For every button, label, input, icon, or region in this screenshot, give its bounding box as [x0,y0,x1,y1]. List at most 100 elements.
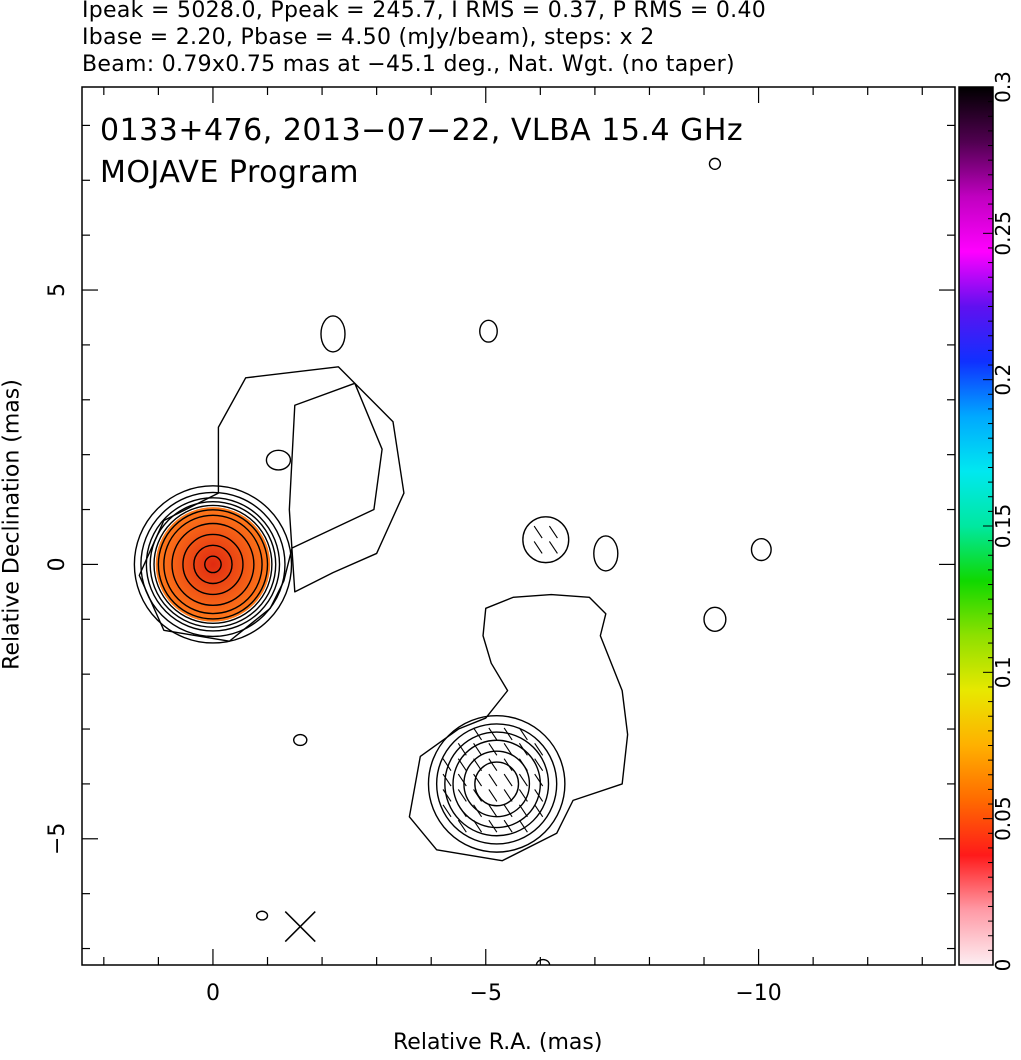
polarization-tick [442,789,452,802]
small-contour-4 [593,535,619,572]
small-contour-3 [522,516,570,564]
polarization-tick [488,758,498,772]
y-tick-label: 5 [45,283,70,297]
contour-0-3 [171,522,255,607]
contour-0-7 [149,500,277,628]
polarization-tick [488,773,498,787]
polarization-tick [518,789,528,802]
colorbar-tick-label: 0.1 [991,656,1015,688]
polarization-tick [503,743,513,756]
polarization-tick [442,773,452,787]
contour-1-0 [474,761,520,807]
polarization-vectors-1 [533,525,558,554]
colorbar-tick-label: 0.2 [991,364,1015,396]
header-line-3: Beam: 0.79x0.75 mas at −45.1 deg., Nat. … [82,52,735,77]
x-tick-label: −5 [470,981,502,1006]
small-contour-1 [479,319,498,343]
contour-0-9 [140,491,286,638]
polarization-tick [534,758,544,772]
small-contour-7 [293,733,308,747]
polarization-tick [442,804,452,818]
polarization-tick [518,819,528,833]
polarization-tick [457,773,467,787]
colorbar-tick-label: 0.15 [991,504,1015,549]
small-contour-5 [750,537,772,562]
polarization-tick [533,525,543,539]
polarization-tick [442,758,452,772]
colorbar-tick-label: 0.3 [991,71,1015,103]
polarization-tick [534,804,544,818]
contour-0-5 [157,509,269,620]
small-contour-6 [703,606,727,632]
polarization-tick [488,727,498,741]
polarization-tick [473,743,483,756]
polarization-tick [457,819,467,833]
y-tick-label: 0 [45,557,70,571]
polarization-tick [473,758,483,772]
x-tick-label: −10 [735,981,781,1006]
polarization-tick [457,789,467,802]
polarization-tick [518,727,528,741]
contour-0-0 [204,555,222,574]
polarization-tick [503,773,513,787]
x-axis-label: Relative R.A. (mas) [393,1030,603,1055]
beam-axis-minor [284,911,316,943]
colorbar-tick-label: 0 [991,959,1015,972]
small-contour-0 [320,315,346,353]
x-tick-label: 0 [206,981,220,1006]
contour-0-2 [182,533,244,596]
plot-frame [81,86,956,966]
program-title: MOJAVE Program [100,155,360,190]
polarization-tick [518,758,528,772]
polarization-tick [518,743,528,756]
contour-0-6 [153,504,273,625]
polarization-tick [548,541,558,554]
contour-0-1 [193,544,233,585]
polarization-tick [518,773,528,787]
polarization-tick [503,804,513,818]
polarization-tick [503,758,513,772]
polarization-tick [457,743,467,756]
polarization-tick [503,727,513,741]
contour-0-10 [133,485,293,644]
polarization-tick [533,541,543,554]
polarization-tick [488,743,498,756]
small-contour-9 [708,157,722,170]
colorbar-tick-label: 0.25 [991,211,1015,256]
polarization-tick [534,773,544,787]
y-tick-label: −5 [45,823,70,855]
header-line-2: Ibase = 2.20, Pbase = 4.50 (mJy/beam), s… [82,25,655,50]
contour-1-4 [435,723,558,845]
polarization-tick [457,804,467,818]
polarization-tick [488,819,498,833]
small-contour-10 [535,958,551,965]
polarization-tick [473,773,483,787]
polarization-tick [503,789,513,802]
core-emission [155,507,271,622]
beam-marker [284,911,316,943]
small-contour-8 [255,910,269,921]
polarization-tick [503,819,513,833]
polarization-tick [473,804,483,818]
polarization-tick [488,804,498,818]
polarization-tick [534,743,544,756]
contour-0-8 [145,497,281,632]
polarization-tick [473,727,483,741]
y-axis-label: Relative Declination (mas) [0,379,25,670]
source-title: 0133+476, 2013−07−22, VLBA 15.4 GHz [100,113,744,148]
contour-2 [138,366,405,642]
polarization-tick [473,789,483,802]
contour-1-2 [452,739,542,829]
polarization-tick [548,525,558,539]
contour-1-3 [444,731,550,837]
polarization-vectors-0 [442,727,544,833]
contour-1-1 [463,750,531,818]
polarization-tick [457,758,467,772]
small-contour-2 [265,449,292,471]
polarization-tick [534,789,544,802]
colorbar-tick-label: 0.05 [991,796,1015,841]
polarization-tick [488,789,498,802]
contour-1-5 [427,715,566,853]
polarization-tick [473,819,483,833]
